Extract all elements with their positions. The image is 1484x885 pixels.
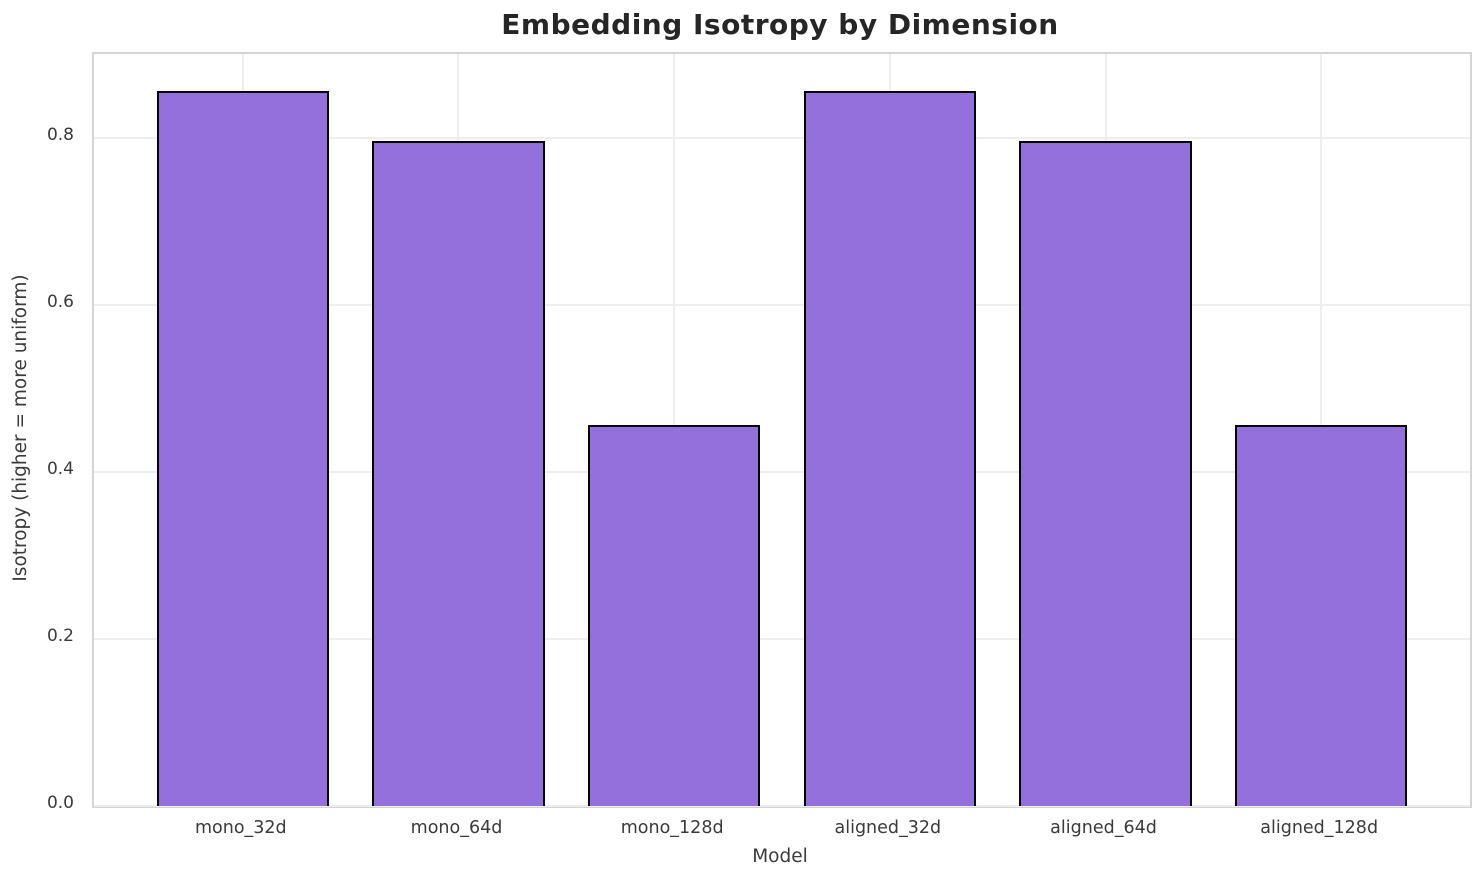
x-axis-label: Model — [752, 846, 808, 867]
x-tick-label: aligned_64d — [1050, 818, 1157, 838]
x-tick-label: aligned_32d — [834, 818, 942, 838]
y-tick-label: 0.2 — [46, 625, 74, 646]
y-tick-label: 0.8 — [46, 124, 74, 145]
x-tick-label: mono_64d — [410, 818, 503, 838]
x-tick-label: aligned_128d — [1260, 818, 1379, 838]
bar-mono_32d — [156, 90, 330, 806]
plot-area — [92, 52, 1472, 808]
x-tick-label: mono_128d — [620, 818, 724, 838]
bar-aligned_32d — [803, 90, 977, 806]
h-gridline — [94, 303, 1470, 306]
chart-title: Embedding Isotropy by Dimension — [501, 8, 1059, 41]
h-gridline — [94, 637, 1470, 640]
y-tick-label: 0.6 — [46, 291, 74, 312]
bar-aligned_128d — [1234, 425, 1408, 806]
h-gridline — [94, 136, 1470, 139]
h-gridline — [94, 805, 1470, 807]
bar-aligned_64d — [1019, 140, 1192, 806]
bar-mono_128d — [587, 425, 761, 806]
y-tick-label: 0.0 — [46, 793, 74, 813]
y-tick-label: 0.4 — [46, 458, 74, 479]
x-tick-label: mono_32d — [194, 818, 287, 838]
y-axis-label: Isotropy (higher = more uniform) — [10, 274, 31, 582]
bar-mono_64d — [372, 140, 545, 806]
h-gridline — [94, 470, 1470, 473]
